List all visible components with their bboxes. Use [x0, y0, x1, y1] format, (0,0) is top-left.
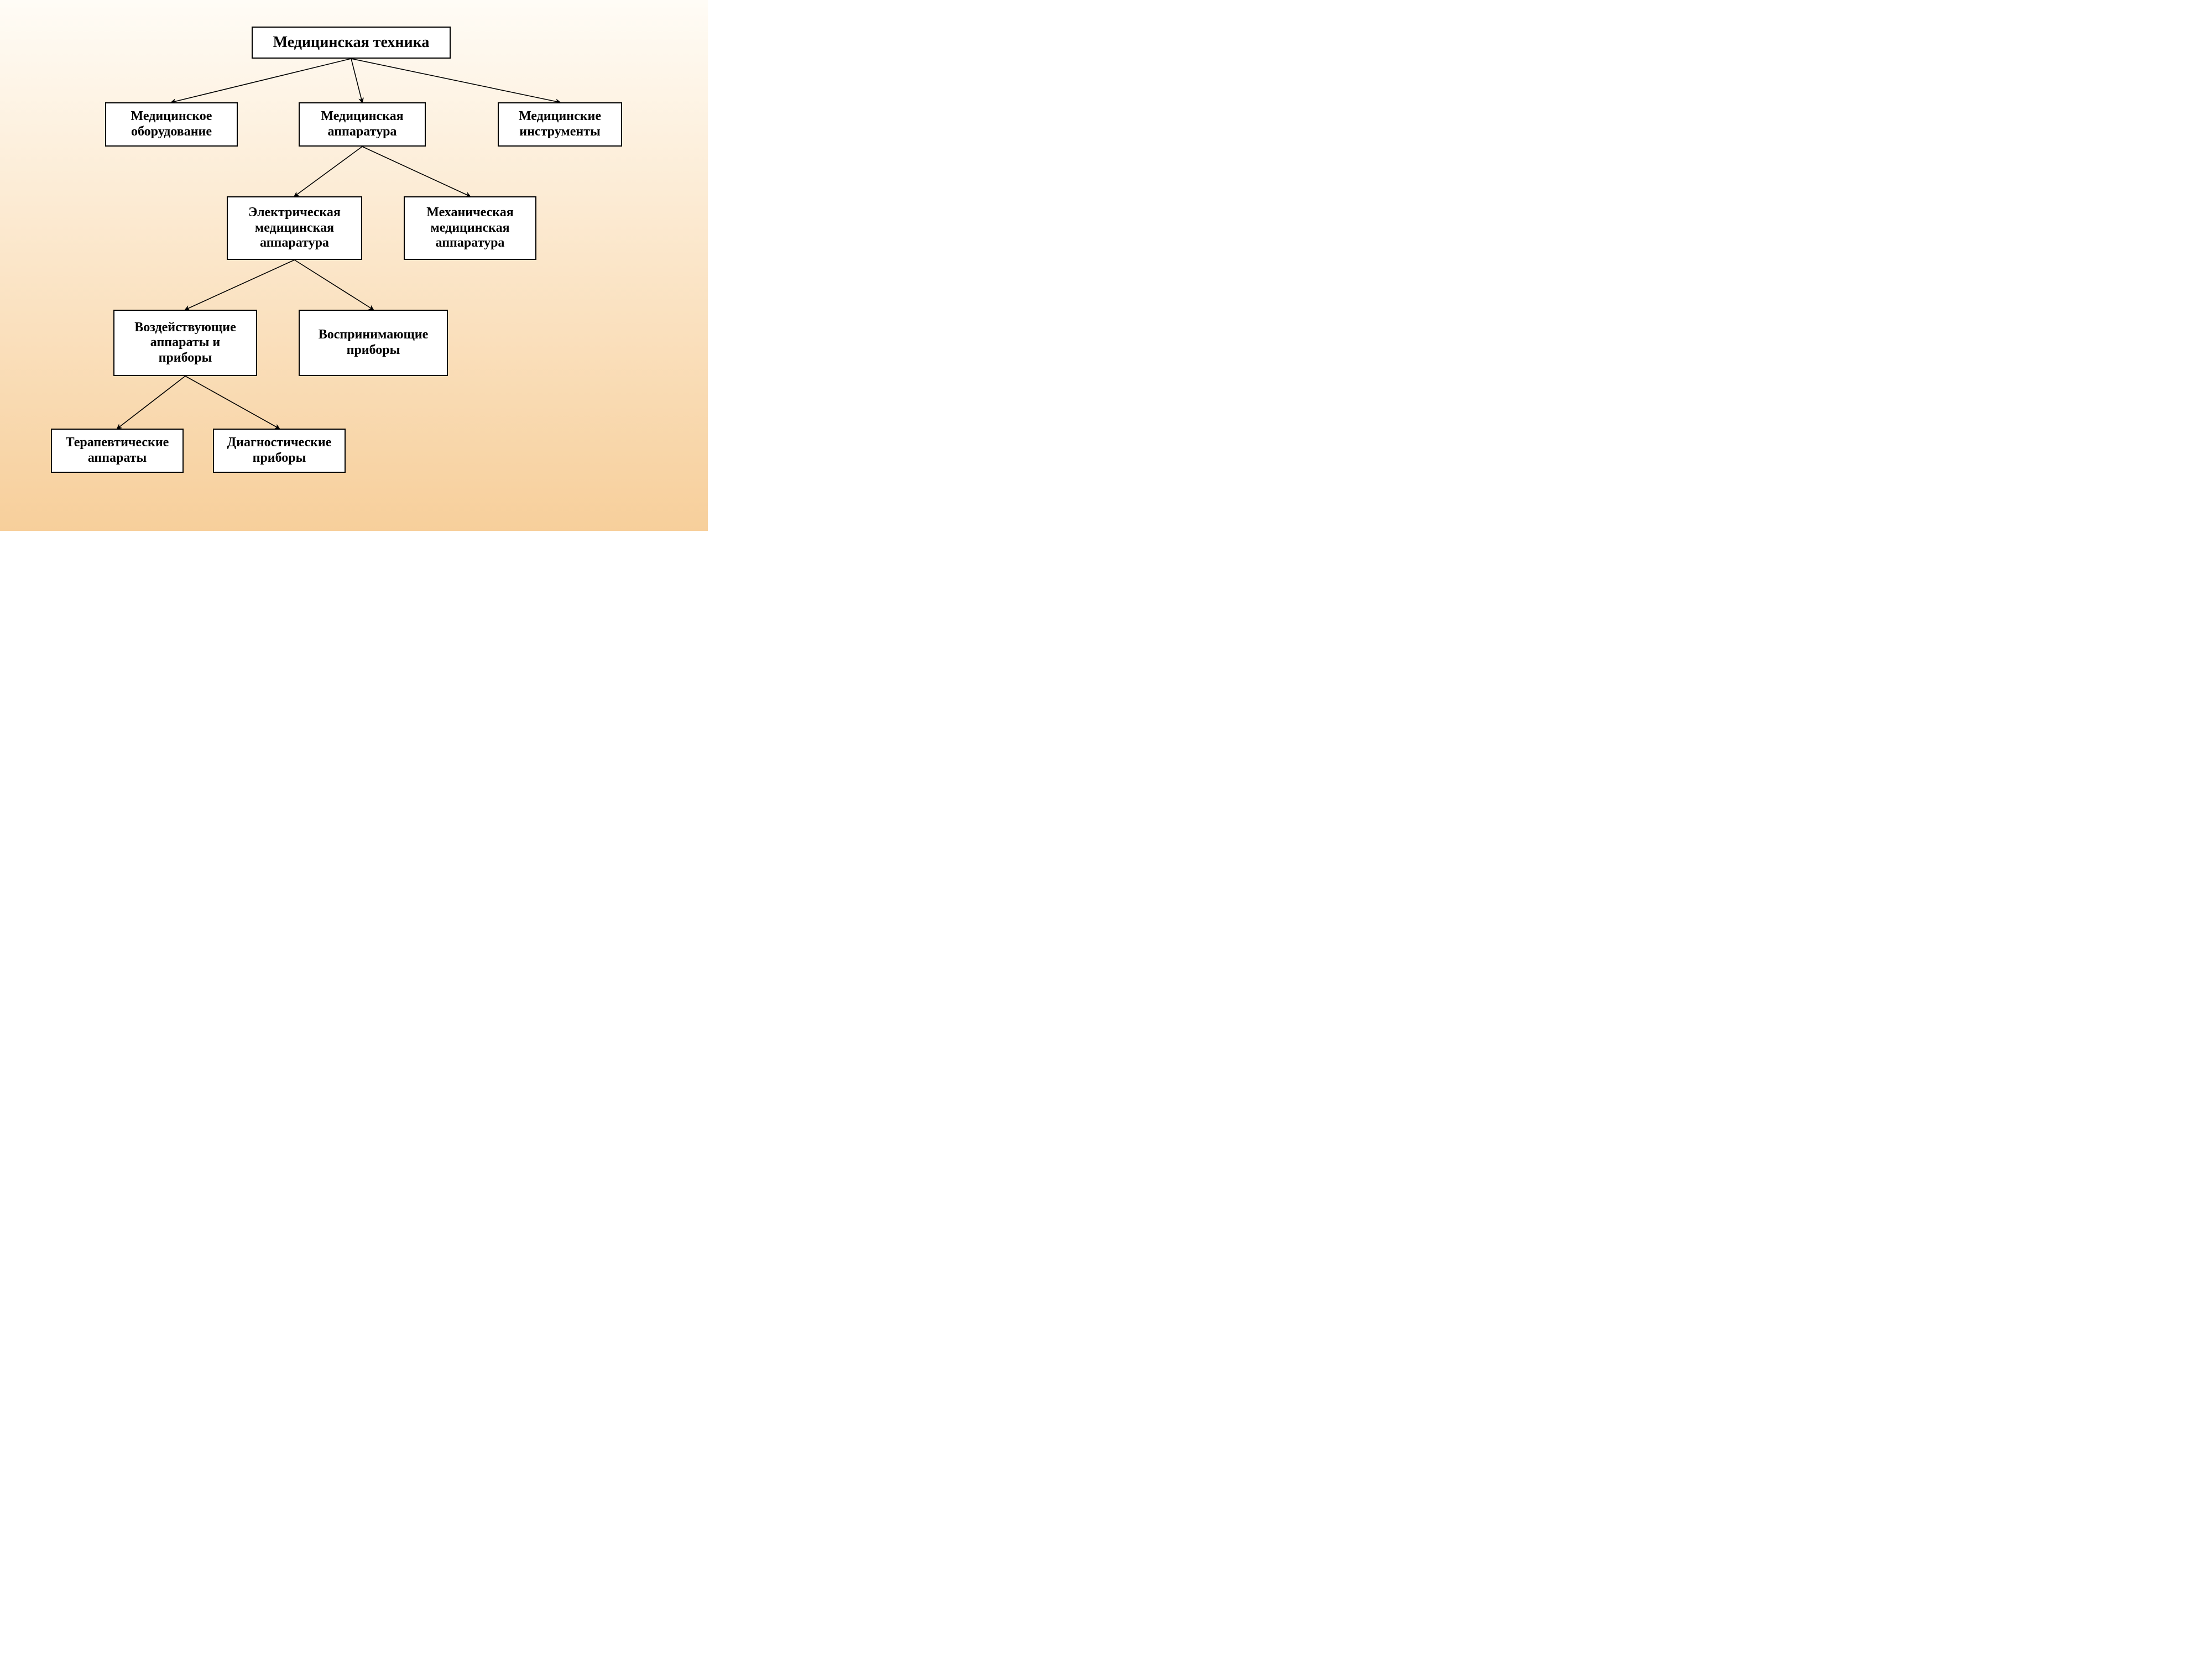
node-instr: Медицинские инструменты — [498, 102, 622, 147]
edge-root-instr — [351, 59, 560, 102]
node-ther: Терапевтические аппараты — [51, 429, 184, 473]
node-act: Воздействующие аппараты и приборы — [113, 310, 257, 376]
diagram-canvas: Медицинская техника Медицинское оборудова… — [0, 0, 708, 531]
node-mech: Механическая медицинская аппаратура — [404, 196, 536, 260]
edge-appar-mech — [362, 147, 470, 196]
edge-appar-elec — [295, 147, 363, 196]
node-diag: Диагностические приборы — [213, 429, 346, 473]
node-equip: Медицинское оборудование — [105, 102, 238, 147]
edge-act-ther — [117, 376, 185, 429]
node-elec: Электрическая медицинская аппаратура — [227, 196, 362, 260]
node-perc: Воспринимающие приборы — [299, 310, 448, 376]
edge-elec-act — [185, 260, 295, 310]
edge-root-equip — [171, 59, 351, 102]
edge-root-appar — [351, 59, 362, 102]
node-appar: Медицинская аппаратура — [299, 102, 426, 147]
node-root: Медицинская техника — [252, 27, 451, 59]
edge-act-diag — [185, 376, 279, 429]
edge-elec-perc — [295, 260, 374, 310]
